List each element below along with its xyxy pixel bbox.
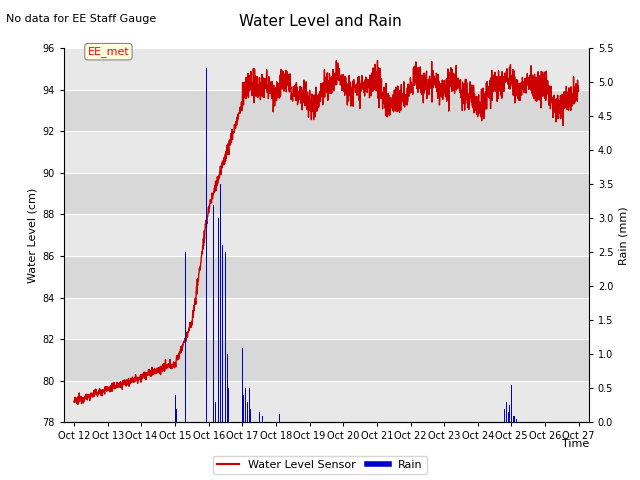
Y-axis label: Rain (mm): Rain (mm) (619, 206, 629, 264)
Bar (242, 348, 243, 422)
Bar (64, 339, 589, 381)
Y-axis label: Water Level (cm): Water Level (cm) (27, 188, 37, 283)
Bar (220, 184, 221, 422)
Bar (227, 354, 228, 422)
Bar (511, 385, 512, 422)
Bar (279, 414, 280, 422)
Bar (225, 252, 226, 422)
Bar (184, 252, 186, 422)
Bar (248, 388, 250, 422)
Bar (64, 298, 589, 339)
Bar (243, 395, 244, 422)
Bar (250, 409, 252, 422)
Bar (64, 131, 589, 173)
Bar (247, 402, 248, 422)
Bar (64, 90, 589, 131)
Bar (64, 173, 589, 215)
Bar (213, 204, 214, 422)
Bar (228, 388, 229, 422)
Bar (508, 412, 509, 422)
Bar (262, 416, 263, 422)
Text: Time: Time (561, 439, 589, 449)
Bar (259, 412, 260, 422)
Bar (218, 218, 220, 422)
Text: No data for EE Staff Gauge: No data for EE Staff Gauge (6, 14, 157, 24)
Bar (215, 402, 216, 422)
Bar (509, 406, 510, 422)
Bar (176, 409, 177, 422)
Bar (513, 416, 514, 422)
Bar (64, 381, 589, 422)
Bar (516, 419, 517, 422)
Bar (221, 245, 223, 422)
Bar (504, 409, 505, 422)
Legend: Water Level Sensor, Rain: Water Level Sensor, Rain (212, 456, 428, 474)
Bar (64, 256, 589, 298)
Text: EE_met: EE_met (88, 46, 129, 57)
Text: Water Level and Rain: Water Level and Rain (239, 14, 401, 29)
Bar (245, 388, 246, 422)
Bar (506, 402, 507, 422)
Bar (64, 215, 589, 256)
Bar (64, 48, 589, 90)
